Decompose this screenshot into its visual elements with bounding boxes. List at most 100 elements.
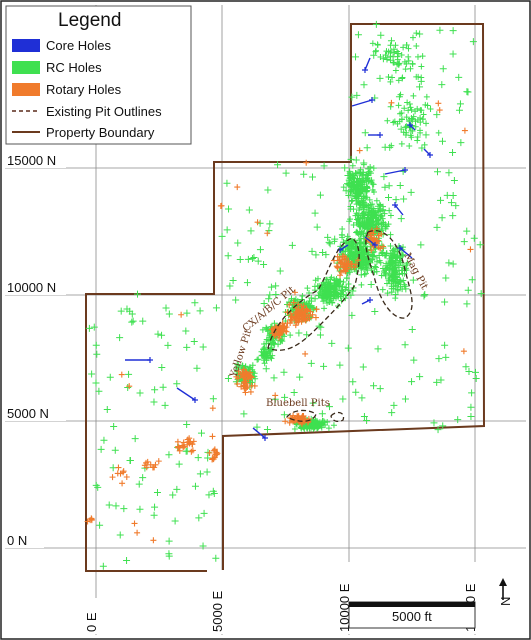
drill-hole-marker <box>270 374 278 382</box>
legend-label-core: Core Holes <box>46 38 112 53</box>
drill-hole-marker <box>90 323 98 331</box>
drill-hole-marker <box>225 205 233 213</box>
drill-hole-marker <box>324 290 331 297</box>
drill-hole-marker <box>345 192 352 199</box>
drill-hole-marker <box>312 314 319 321</box>
drill-hole-marker <box>335 279 342 286</box>
drill-hole-marker <box>392 291 399 298</box>
drill-hole-marker <box>131 435 139 443</box>
drill-hole-marker <box>290 389 298 397</box>
rc-holes-layer <box>85 20 485 570</box>
drill-hole-marker <box>379 215 386 222</box>
drill-hole-marker <box>422 131 430 139</box>
drill-hole-marker <box>112 502 120 510</box>
drill-hole-marker <box>197 429 205 437</box>
drill-hole-marker <box>318 421 325 428</box>
drill-hole-marker <box>330 422 337 429</box>
drill-hole-marker <box>320 298 327 305</box>
drill-hole-marker <box>394 53 401 60</box>
legend-label-rotary: Rotary Holes <box>46 82 122 97</box>
drill-hole-marker <box>129 317 137 325</box>
drill-hole-marker <box>331 292 338 299</box>
drill-hole-marker <box>392 196 400 204</box>
pit-outline-bluebell <box>286 409 317 422</box>
drill-hole-marker <box>372 264 379 271</box>
drill-hole-marker <box>368 204 375 211</box>
drill-hole-marker <box>396 181 404 189</box>
drill-hole-marker <box>131 520 138 527</box>
pit-outlines <box>267 229 413 423</box>
drill-hole-marker <box>463 300 471 308</box>
drill-hole-marker <box>372 214 379 221</box>
drill-hole-marker <box>175 460 183 468</box>
drill-hole-marker <box>463 227 471 235</box>
drill-hole-marker <box>433 168 441 176</box>
drill-hole-marker <box>331 286 338 293</box>
drill-hole-marker <box>210 456 217 463</box>
drill-hole-marker <box>414 137 421 144</box>
drill-hole-marker <box>395 102 402 109</box>
drill-hole-marker <box>389 247 396 254</box>
drill-hole-marker <box>85 324 93 332</box>
drill-hole-marker <box>361 271 368 278</box>
drill-hole-marker <box>341 164 349 172</box>
legend-label-pit: Existing Pit Outlines <box>46 104 162 119</box>
drill-hole-marker <box>343 262 350 269</box>
drill-hole-marker <box>262 365 270 373</box>
drill-hole-marker <box>327 293 334 300</box>
drill-hole-marker <box>421 141 428 148</box>
drill-hole-marker <box>235 368 242 375</box>
drill-hole-marker <box>395 280 402 287</box>
drill-hole-marker <box>387 103 394 110</box>
drill-hole-marker <box>354 229 361 236</box>
drill-hole-marker <box>151 386 159 394</box>
drill-hole-marker <box>263 336 270 343</box>
drill-hole-marker <box>110 423 118 431</box>
drill-hole-marker <box>403 114 410 121</box>
drill-hole-marker <box>358 281 365 288</box>
drill-hole-marker <box>165 451 173 459</box>
drill-hole-marker <box>394 274 401 281</box>
drill-hole-marker <box>251 382 258 389</box>
drill-hole-marker <box>190 337 198 345</box>
drill-hole-marker <box>398 51 405 58</box>
drill-hole-marker <box>455 106 463 114</box>
drill-hole-marker <box>390 59 397 66</box>
drill-hole-marker <box>435 355 443 363</box>
drill-hole-marker <box>229 276 237 284</box>
drill-hole-marker <box>405 45 412 52</box>
drill-hole-marker <box>460 348 467 355</box>
drill-hole-marker <box>386 207 393 214</box>
drill-hole-marker <box>344 246 351 253</box>
drill-hole-marker <box>254 356 261 363</box>
drill-hole-marker <box>334 264 341 271</box>
drill-hole-marker <box>309 173 317 181</box>
drill-hole-marker <box>299 293 306 300</box>
drill-hole-marker <box>370 165 377 172</box>
drill-hole-marker <box>435 100 442 107</box>
drill-hole-marker <box>388 280 395 287</box>
drill-hole-marker <box>387 212 394 219</box>
drill-hole-marker <box>350 206 357 213</box>
drill-hole-marker <box>462 363 470 371</box>
drill-hole-marker <box>209 405 216 412</box>
drill-hole-marker <box>304 424 311 431</box>
drill-hole-marker <box>342 265 349 272</box>
drill-hole-marker <box>303 159 310 166</box>
drill-hole-marker <box>376 385 384 393</box>
drill-hole-marker <box>151 503 159 511</box>
drill-hole-marker <box>354 189 361 196</box>
legend-label-boundary: Property Boundary <box>46 125 155 140</box>
drill-hole-marker <box>439 65 447 73</box>
drill-hole-marker <box>464 286 472 294</box>
drill-hole-marker <box>389 74 396 81</box>
drill-hole-marker <box>282 418 289 425</box>
drill-hole-marker <box>439 422 447 430</box>
drill-hole-marker <box>377 31 385 39</box>
drill-hole-marker <box>223 179 231 187</box>
drill-hole-marker <box>450 177 458 184</box>
drill-hole-marker <box>354 31 362 39</box>
drill-hole-marker <box>280 411 288 419</box>
core-holes-layer <box>125 57 433 441</box>
drill-hole-marker <box>358 185 365 192</box>
